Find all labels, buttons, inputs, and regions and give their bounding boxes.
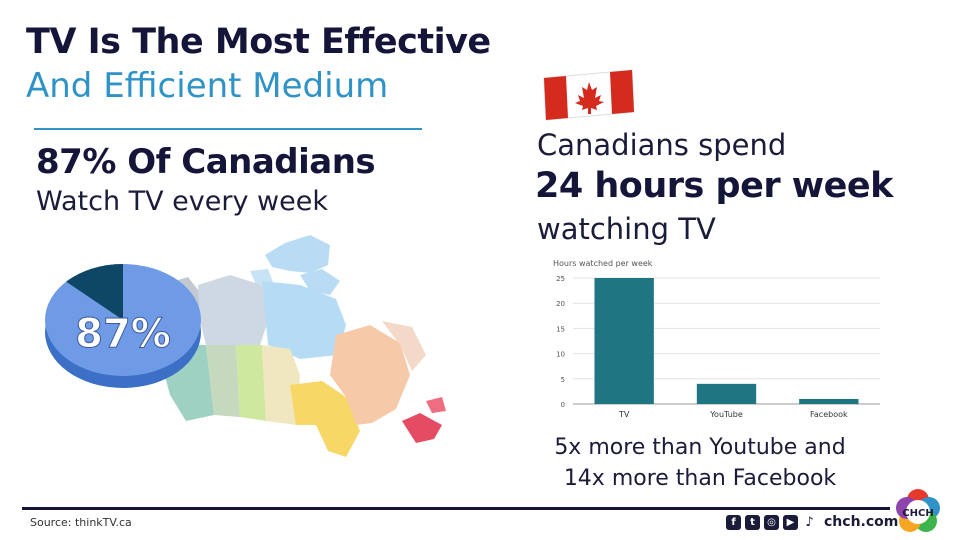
title-divider — [34, 128, 422, 130]
title-line2: And Efficient Medium — [26, 66, 389, 106]
twitter-icon[interactable]: t — [745, 514, 760, 530]
left-stat-subline: Watch TV every week — [36, 186, 328, 217]
chart-bar-youtube — [696, 383, 757, 404]
chart-bars — [594, 278, 859, 404]
pie-small-slice — [66, 264, 123, 320]
chart-bar-facebook — [799, 398, 859, 404]
right-stat-headline: 24 hours per week — [535, 166, 893, 206]
right-stat-line3: watching TV — [537, 212, 716, 246]
title-line1: TV Is The Most Effective — [26, 22, 491, 62]
comparison-text: 5x more than Youtube and 14x more than F… — [520, 432, 880, 494]
instagram-icon[interactable]: ◎ — [764, 514, 779, 530]
chart-title: Hours watched per week — [553, 259, 653, 268]
right-stat-line1: Canadians spend — [537, 128, 787, 162]
chart-x-label: YouTube — [709, 410, 743, 419]
chch-logo: CHCH — [896, 489, 940, 532]
left-stat-headline: 87% Of Canadians — [36, 142, 376, 182]
hours-bar-chart: Hours watched per week 0 5 10 15 20 25 TV YouT… — [553, 259, 880, 419]
source-text: Source: thinkTV.ca — [30, 516, 132, 529]
chart-y-tick-label: 0 — [561, 401, 565, 409]
tiktok-icon[interactable]: ♪ — [805, 514, 814, 530]
comparison-line1: 5x more than Youtube and — [554, 435, 846, 460]
chart-bar-tv — [594, 278, 654, 404]
chart-y-tick-label: 20 — [556, 300, 565, 308]
chart-y-tick-label: 10 — [556, 351, 565, 359]
social-links: f t ◎ ▶ ♪ chch.com — [726, 514, 898, 530]
chart-y-ticks: 0 5 10 15 20 25 — [556, 275, 565, 409]
website-link[interactable]: chch.com — [824, 514, 899, 530]
chch-logo-text: CHCH — [902, 508, 933, 519]
chart-y-tick-label: 25 — [556, 275, 565, 283]
chart-x-label: TV — [618, 410, 630, 419]
footer-divider — [22, 507, 890, 510]
chart-y-tick-label: 5 — [561, 376, 565, 384]
chart-y-tick-label: 15 — [556, 325, 565, 333]
chart-x-label: Facebook — [810, 410, 848, 419]
pie-label: 87% — [75, 311, 171, 357]
pie-chart-87: 87% — [45, 264, 201, 388]
youtube-icon[interactable]: ▶ — [783, 514, 798, 530]
comparison-line2: 14x more than Facebook — [563, 466, 837, 491]
canada-flag-icon — [543, 69, 635, 121]
chart-x-labels: TV YouTube Facebook — [618, 410, 848, 419]
facebook-icon[interactable]: f — [726, 514, 741, 530]
